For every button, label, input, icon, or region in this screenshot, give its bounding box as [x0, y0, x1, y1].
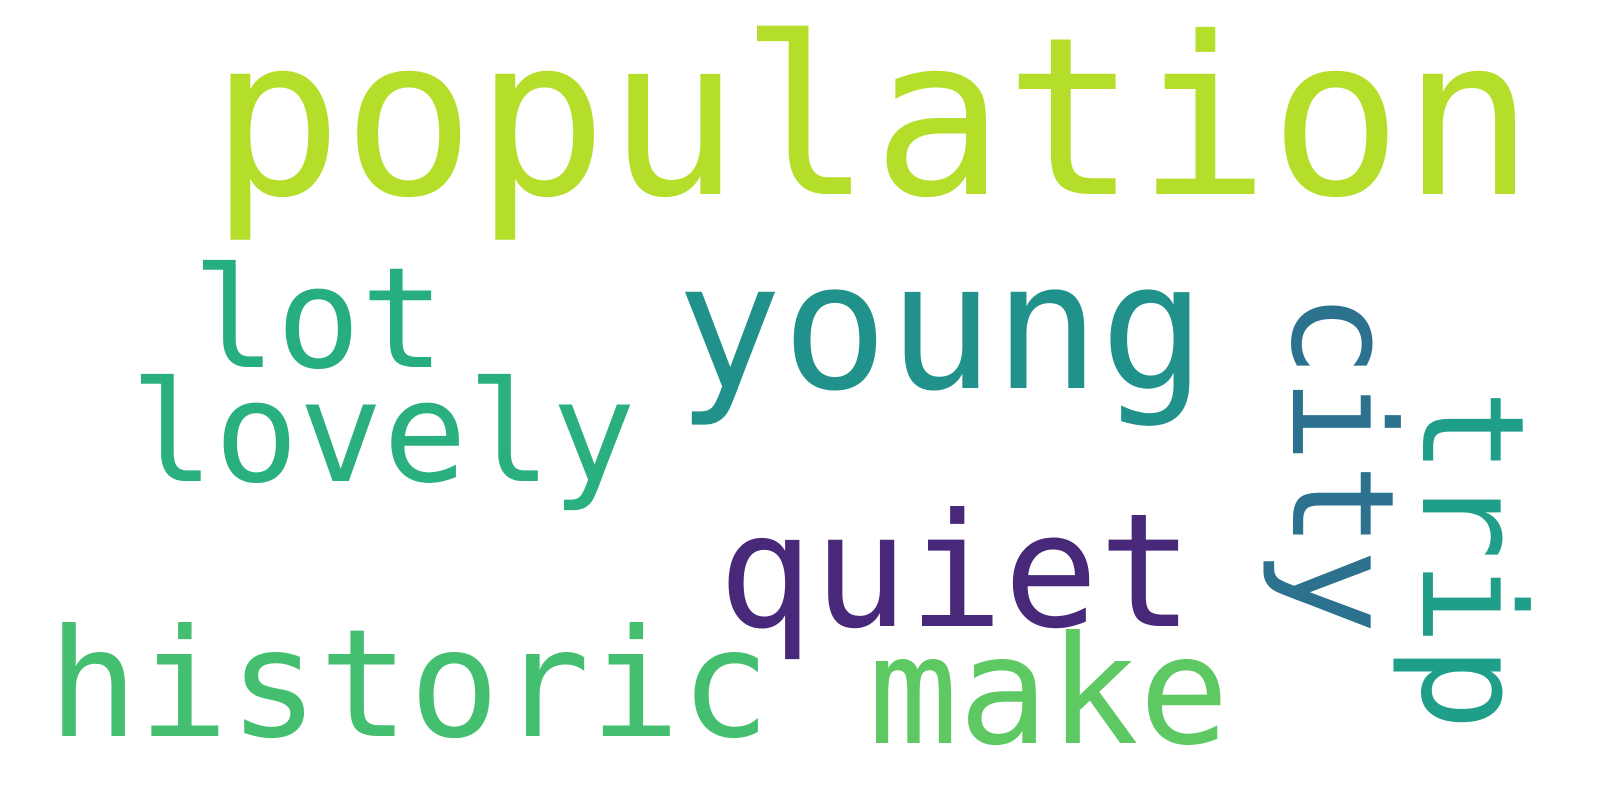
word-population: population [210, 0, 1535, 246]
word-historic: historic [48, 598, 771, 772]
word-lovely: lovely [130, 352, 636, 515]
word-young: young [676, 225, 1206, 430]
word-make: make [868, 605, 1230, 779]
word-lot: lot [192, 238, 445, 401]
word-trip: trip [1389, 389, 1554, 731]
word-quiet: quiet [718, 480, 1194, 664]
